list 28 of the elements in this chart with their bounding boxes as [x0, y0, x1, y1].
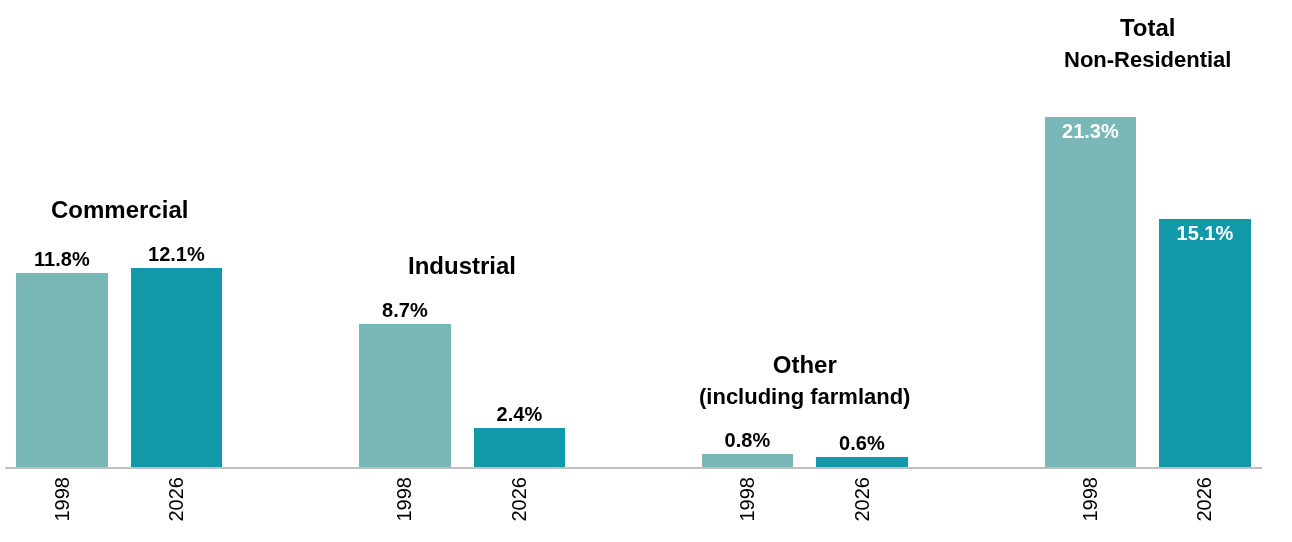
bar	[474, 428, 565, 467]
x-tick-label: 1998	[393, 477, 416, 522]
bar	[816, 457, 908, 467]
x-tick-label: 2026	[164, 477, 187, 522]
x-tick-label: 2026	[1193, 477, 1216, 522]
data-label: 2.4%	[496, 403, 543, 425]
data-label: 11.8%	[34, 248, 90, 270]
data-label: 8.7%	[382, 299, 428, 321]
x-tick-label: 2026	[850, 477, 873, 522]
x-tick-label: 1998	[736, 477, 759, 522]
annotation: Other (including farmland)	[699, 351, 911, 410]
annotation: Total Non-Residential	[1064, 14, 1232, 73]
bar	[131, 268, 222, 467]
bar	[702, 454, 793, 467]
bar	[1045, 117, 1136, 467]
bar	[16, 273, 108, 467]
x-tick-label: 1998	[1079, 477, 1102, 522]
data-label: 0.6%	[839, 432, 885, 454]
x-tick-label: 2026	[507, 477, 530, 522]
bar	[359, 324, 451, 467]
bar	[1159, 219, 1251, 467]
data-label: 12.1%	[148, 243, 205, 265]
annotation: Commercial	[51, 196, 189, 223]
data-label: 21.3%	[1062, 120, 1119, 142]
data-label: 15.1%	[1176, 222, 1234, 244]
annotation: Industrial	[408, 252, 517, 279]
data-label: 0.8%	[724, 429, 771, 451]
x-tick-label: 1998	[50, 477, 73, 522]
